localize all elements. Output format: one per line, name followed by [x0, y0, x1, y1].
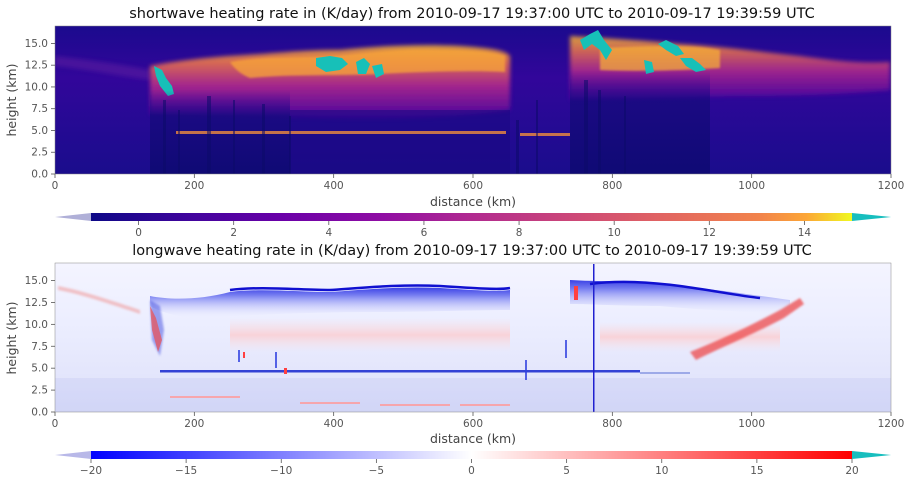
colorbar-tick-label: −15 [175, 465, 197, 477]
longwave-colorbar-under [55, 451, 91, 459]
colorbar-tick-label: 12 [703, 227, 716, 239]
x-tick-label: 400 [324, 418, 344, 430]
x-tick-label: 1000 [738, 180, 765, 192]
x-tick-label: 200 [184, 180, 204, 192]
y-tick-label: 12.5 [25, 297, 48, 309]
shortwave-y-ticks: 0.0 2.5 5.0 7.5 10.0 12.5 15.0 [25, 38, 55, 181]
colorbar-tick-label: 6 [421, 227, 428, 239]
longwave-panel: longwave heating rate in (K/day) from 20… [4, 243, 904, 477]
y-tick-label: 15.0 [25, 275, 48, 287]
shortwave-y-label: height (km) [4, 64, 19, 137]
colorbar-tick-label: 0 [135, 227, 142, 239]
longwave-x-label: distance (km) [430, 431, 516, 446]
colorbar-tick-label: 14 [798, 227, 812, 239]
colorbar-tick-label: 15 [750, 465, 763, 477]
y-tick-label: 0.0 [31, 169, 48, 181]
colorbar-tick-label: 4 [325, 227, 332, 239]
shortwave-colorbar-over [852, 213, 891, 221]
colorbar-tick-label: 8 [516, 227, 523, 239]
longwave-colorbar: −20 −15 −10 −5 0 5 10 15 20 [55, 451, 891, 477]
shortwave-x-ticks: 0 200 400 600 800 1000 1200 [52, 174, 905, 192]
x-tick-label: 800 [602, 180, 622, 192]
longwave-colorbar-over [852, 451, 891, 459]
y-tick-label: 15.0 [25, 38, 48, 50]
y-tick-label: 12.5 [25, 60, 48, 72]
y-tick-label: 0.0 [31, 407, 48, 419]
shortwave-colorbar-gradient [91, 213, 852, 221]
y-tick-label: 10.0 [25, 81, 48, 93]
longwave-y-label: height (km) [4, 302, 19, 375]
shortwave-colorbar-under [55, 213, 91, 221]
y-tick-label: 5.0 [31, 125, 48, 137]
y-tick-label: 2.5 [31, 147, 48, 159]
shortwave-colorbar: 0 2 4 6 8 10 12 14 [55, 213, 891, 239]
longwave-heatmap [55, 263, 891, 412]
longwave-title: longwave heating rate in (K/day) from 20… [132, 243, 812, 259]
colorbar-tick-label: −5 [369, 465, 384, 477]
longwave-y-ticks: 0.0 2.5 5.0 7.5 10.0 12.5 15.0 [25, 275, 55, 419]
x-tick-label: 600 [463, 180, 483, 192]
y-tick-label: 2.5 [31, 385, 48, 397]
x-tick-label: 600 [463, 418, 483, 430]
colorbar-tick-label: 5 [563, 465, 570, 477]
x-tick-label: 1200 [878, 418, 905, 430]
longwave-colorbar-gradient [91, 451, 852, 459]
x-tick-label: 400 [324, 180, 344, 192]
colorbar-tick-label: −10 [270, 465, 292, 477]
x-tick-label: 200 [184, 418, 204, 430]
x-tick-label: 0 [52, 180, 59, 192]
colorbar-tick-label: 0 [468, 465, 475, 477]
y-tick-label: 5.0 [31, 363, 48, 375]
colorbar-tick-label: −20 [80, 465, 102, 477]
y-tick-label: 7.5 [31, 341, 48, 353]
y-tick-label: 10.0 [25, 319, 48, 331]
x-tick-label: 1000 [738, 418, 765, 430]
longwave-colorbar-ticks: −20 −15 −10 −5 0 5 10 15 20 [80, 459, 859, 477]
x-tick-label: 800 [602, 418, 622, 430]
shortwave-panel: shortwave heating rate in (K/day) from 2… [4, 6, 904, 239]
shortwave-title: shortwave heating rate in (K/day) from 2… [129, 6, 815, 22]
x-tick-label: 1200 [878, 180, 905, 192]
shortwave-x-label: distance (km) [430, 194, 516, 209]
shortwave-colorbar-ticks: 0 2 4 6 8 10 12 14 [135, 221, 811, 239]
colorbar-tick-label: 10 [608, 227, 621, 239]
y-tick-label: 7.5 [31, 103, 48, 115]
colorbar-tick-label: 10 [655, 465, 668, 477]
colorbar-tick-label: 20 [845, 465, 858, 477]
x-tick-label: 0 [52, 418, 59, 430]
longwave-x-ticks: 0 200 400 600 800 1000 1200 [52, 412, 905, 430]
shortwave-heatmap [55, 26, 891, 174]
colorbar-tick-label: 2 [230, 227, 237, 239]
